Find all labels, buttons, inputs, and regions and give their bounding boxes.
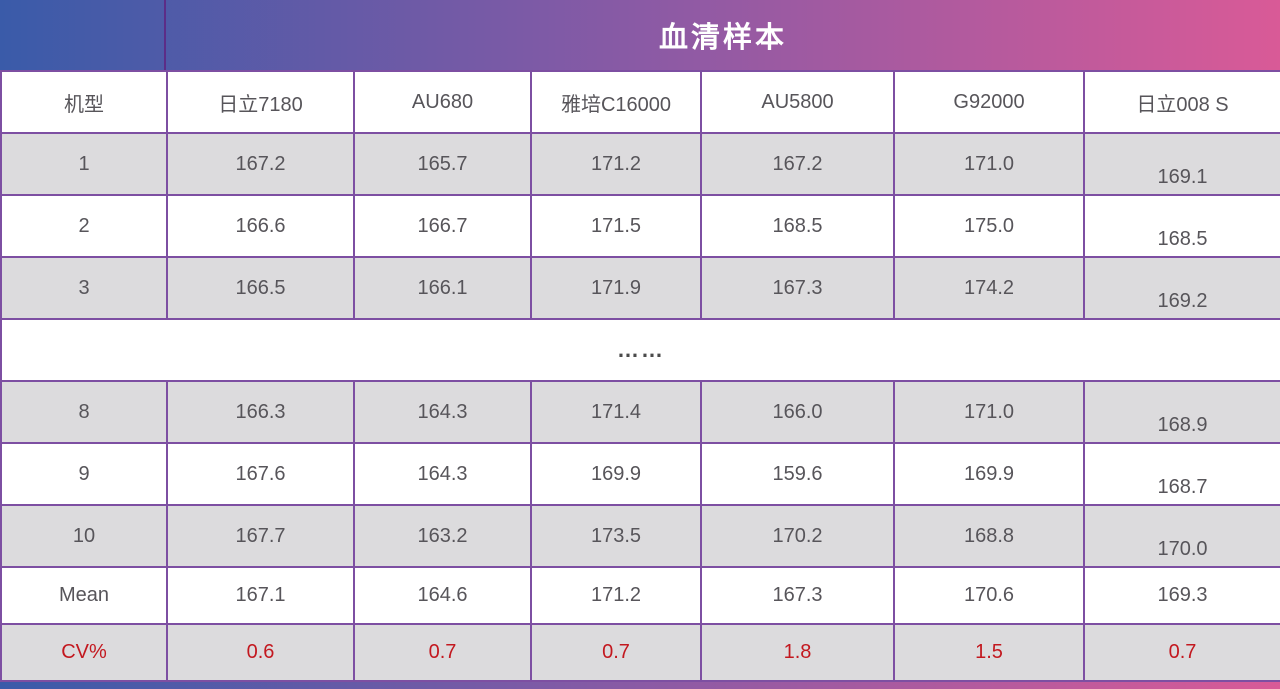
data-cell: 171.0 — [893, 380, 1085, 444]
data-cell: 169.2 — [1083, 256, 1280, 320]
column-header-au5800: AU5800 — [700, 70, 895, 134]
data-cell: 170.6 — [893, 566, 1085, 625]
data-cell: 167.1 — [166, 566, 355, 625]
data-cell: 169.1 — [1083, 132, 1280, 196]
data-cell: 167.7 — [166, 504, 355, 568]
data-cell: 166.3 — [166, 380, 355, 444]
data-cell: 171.4 — [530, 380, 702, 444]
data-cell: 0.7 — [530, 623, 702, 682]
data-cell: 166.1 — [353, 256, 532, 320]
table-row: CV% 0.6 0.7 0.7 1.8 1.5 0.7 — [0, 623, 1280, 682]
data-cell: 167.6 — [166, 442, 355, 506]
table-row: 10 167.7 163.2 173.5 170.2 168.8 170.0 — [0, 504, 1280, 568]
table-row: Mean 167.1 164.6 171.2 167.3 170.6 169.3 — [0, 566, 1280, 625]
column-header-au680: AU680 — [353, 70, 532, 134]
row-label: 10 — [0, 504, 168, 568]
data-cell: 169.9 — [530, 442, 702, 506]
data-cell: 0.7 — [353, 623, 532, 682]
data-cell: 167.2 — [166, 132, 355, 196]
column-header-model: 机型 — [0, 70, 168, 134]
row-label: Mean — [0, 566, 168, 625]
data-cell: 168.5 — [700, 194, 895, 258]
data-cell: 164.3 — [353, 442, 532, 506]
data-cell: 166.6 — [166, 194, 355, 258]
table-row: 3 166.5 166.1 171.9 167.3 174.2 169.2 — [0, 256, 1280, 320]
data-cell: 170.0 — [1083, 504, 1280, 568]
row-label: 8 — [0, 380, 168, 444]
row-label: 2 — [0, 194, 168, 258]
data-cell: 169.3 — [1083, 566, 1280, 625]
data-cell: 171.5 — [530, 194, 702, 258]
row-label: 1 — [0, 132, 168, 196]
table-row: 9 167.6 164.3 169.9 159.6 169.9 168.7 — [0, 442, 1280, 506]
ellipsis-row: …… — [1, 318, 1280, 382]
data-cell: 167.2 — [700, 132, 895, 196]
data-cell: 169.9 — [893, 442, 1085, 506]
data-cell: 168.5 — [1083, 194, 1280, 258]
title-band-left-spacer — [0, 0, 166, 70]
data-cell: 164.6 — [353, 566, 532, 625]
data-cell: 175.0 — [893, 194, 1085, 258]
data-cell: 168.8 — [893, 504, 1085, 568]
data-cell: 173.5 — [530, 504, 702, 568]
column-header-hitachi008s: 日立008 S — [1083, 70, 1280, 134]
data-cell: 171.9 — [530, 256, 702, 320]
table-body: 1 167.2 165.7 171.2 167.2 171.0 169.1 2 166.6 166… — [0, 132, 1280, 682]
column-header-abbott-c16000: 雅培C16000 — [530, 70, 702, 134]
data-cell: 0.6 — [166, 623, 355, 682]
data-cell: 174.2 — [893, 256, 1085, 320]
row-label: CV% — [0, 623, 168, 682]
data-cell: 171.0 — [893, 132, 1085, 196]
data-cell: 167.3 — [700, 566, 895, 625]
column-header-row: 机型 日立7180 AU680 雅培C16000 AU5800 G92000 日… — [0, 70, 1280, 134]
serum-data-table: 机型 日立7180 AU680 雅培C16000 AU5800 G92000 日… — [0, 70, 1280, 682]
data-cell: 159.6 — [700, 442, 895, 506]
data-cell: 166.5 — [166, 256, 355, 320]
data-cell: 164.3 — [353, 380, 532, 444]
column-header-hitachi7180: 日立7180 — [166, 70, 355, 134]
table-row: 2 166.6 166.7 171.5 168.5 175.0 168.5 — [0, 194, 1280, 258]
column-header-g92000: G92000 — [893, 70, 1085, 134]
data-cell: 168.7 — [1083, 442, 1280, 506]
title-band-main: 血清样本 — [166, 0, 1280, 70]
row-label: 3 — [0, 256, 168, 320]
data-cell: 168.9 — [1083, 380, 1280, 444]
data-cell: 166.7 — [353, 194, 532, 258]
data-cell: 171.2 — [530, 566, 702, 625]
data-cell: 171.2 — [530, 132, 702, 196]
ellipsis-cell: …… — [1, 318, 1280, 382]
data-cell: 1.8 — [700, 623, 895, 682]
bottom-gradient-strip — [0, 682, 1280, 689]
data-cell: 166.0 — [700, 380, 895, 444]
data-cell: 163.2 — [353, 504, 532, 568]
data-cell: 170.2 — [700, 504, 895, 568]
data-cell: 167.3 — [700, 256, 895, 320]
row-label: 9 — [0, 442, 168, 506]
table-title-band: 血清样本 — [0, 0, 1280, 70]
data-cell: 1.5 — [893, 623, 1085, 682]
table-row: 8 166.3 164.3 171.4 166.0 171.0 168.9 — [0, 380, 1280, 444]
table-title: 血清样本 — [658, 22, 787, 54]
table-row: 1 167.2 165.7 171.2 167.2 171.0 169.1 — [0, 132, 1280, 196]
data-cell: 165.7 — [353, 132, 532, 196]
data-cell: 0.7 — [1083, 623, 1280, 682]
